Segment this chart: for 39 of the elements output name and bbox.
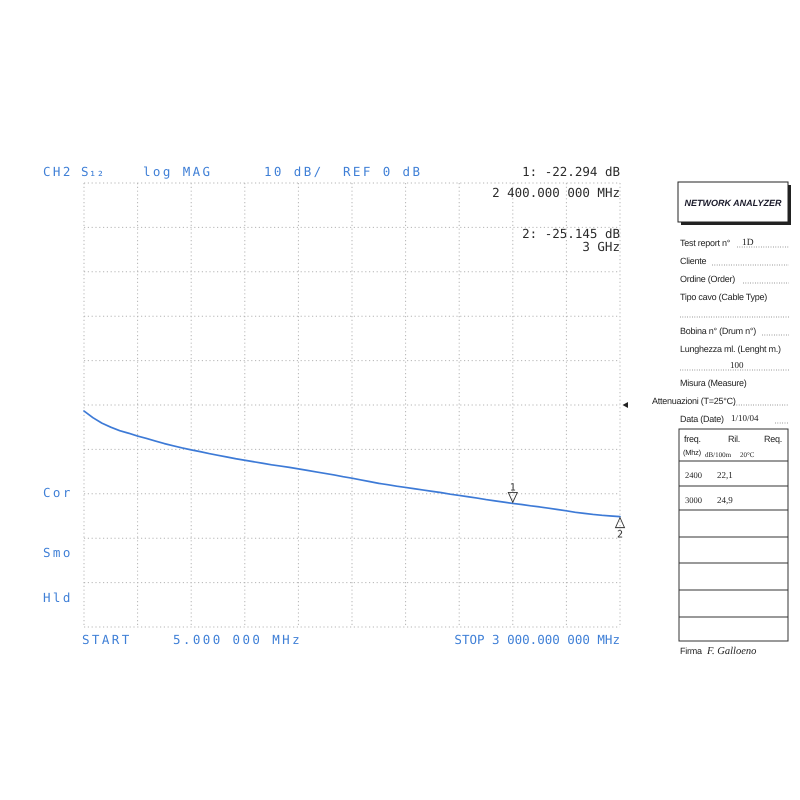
- text: 100: [730, 360, 744, 370]
- text: Smo: [43, 545, 73, 560]
- text: Ordine (Order): [680, 274, 736, 284]
- text: Attenuazioni (T=25°C): [652, 396, 736, 406]
- text: Cor: [43, 485, 73, 500]
- text: Hld: [43, 590, 73, 605]
- text: START: [82, 632, 132, 647]
- text: Req.: [764, 434, 782, 444]
- text: F. Galloeno: [706, 646, 756, 657]
- text: freq.: [684, 434, 701, 444]
- text: Firma: [680, 646, 702, 656]
- text: 1D: [742, 238, 754, 248]
- text: Tipo cavo (Cable Type): [680, 292, 768, 302]
- annotation: 2: [616, 530, 624, 541]
- text: 3 GHz: [582, 239, 620, 254]
- text: 3000: [685, 495, 702, 505]
- text: 22,1: [717, 470, 733, 480]
- text: 1: -22.294 dB: [522, 164, 620, 179]
- text: CH2: [43, 164, 73, 179]
- text: 24,9: [717, 495, 734, 505]
- text: 5.000 000 MHz: [173, 632, 302, 647]
- text: 1/10/04: [731, 413, 759, 423]
- annotation: 1: [510, 482, 516, 494]
- text: Misura (Measure): [680, 378, 747, 388]
- text: Lunghezza ml. (Lenght m.): [680, 344, 782, 354]
- text: 2 400.000 000 MHz: [492, 185, 620, 200]
- text: Cliente: [680, 256, 707, 266]
- text: S₁₂: [81, 164, 104, 179]
- text: log MAG: [143, 164, 212, 179]
- text: NETWORK ANALYZER: [684, 198, 782, 208]
- text: Ril.: [728, 434, 740, 444]
- text: Bobina n° (Drum n°): [680, 326, 756, 336]
- text: 2: -25.145 dB: [522, 226, 620, 241]
- text: STOP 3 000.000 000 MHz: [454, 632, 620, 647]
- text: Test report n°: [680, 238, 731, 248]
- text: REF 0 dB: [343, 164, 422, 179]
- text: 2400: [685, 470, 702, 480]
- text: Data (Date): [680, 414, 724, 424]
- text: 10 dB/: [264, 164, 324, 179]
